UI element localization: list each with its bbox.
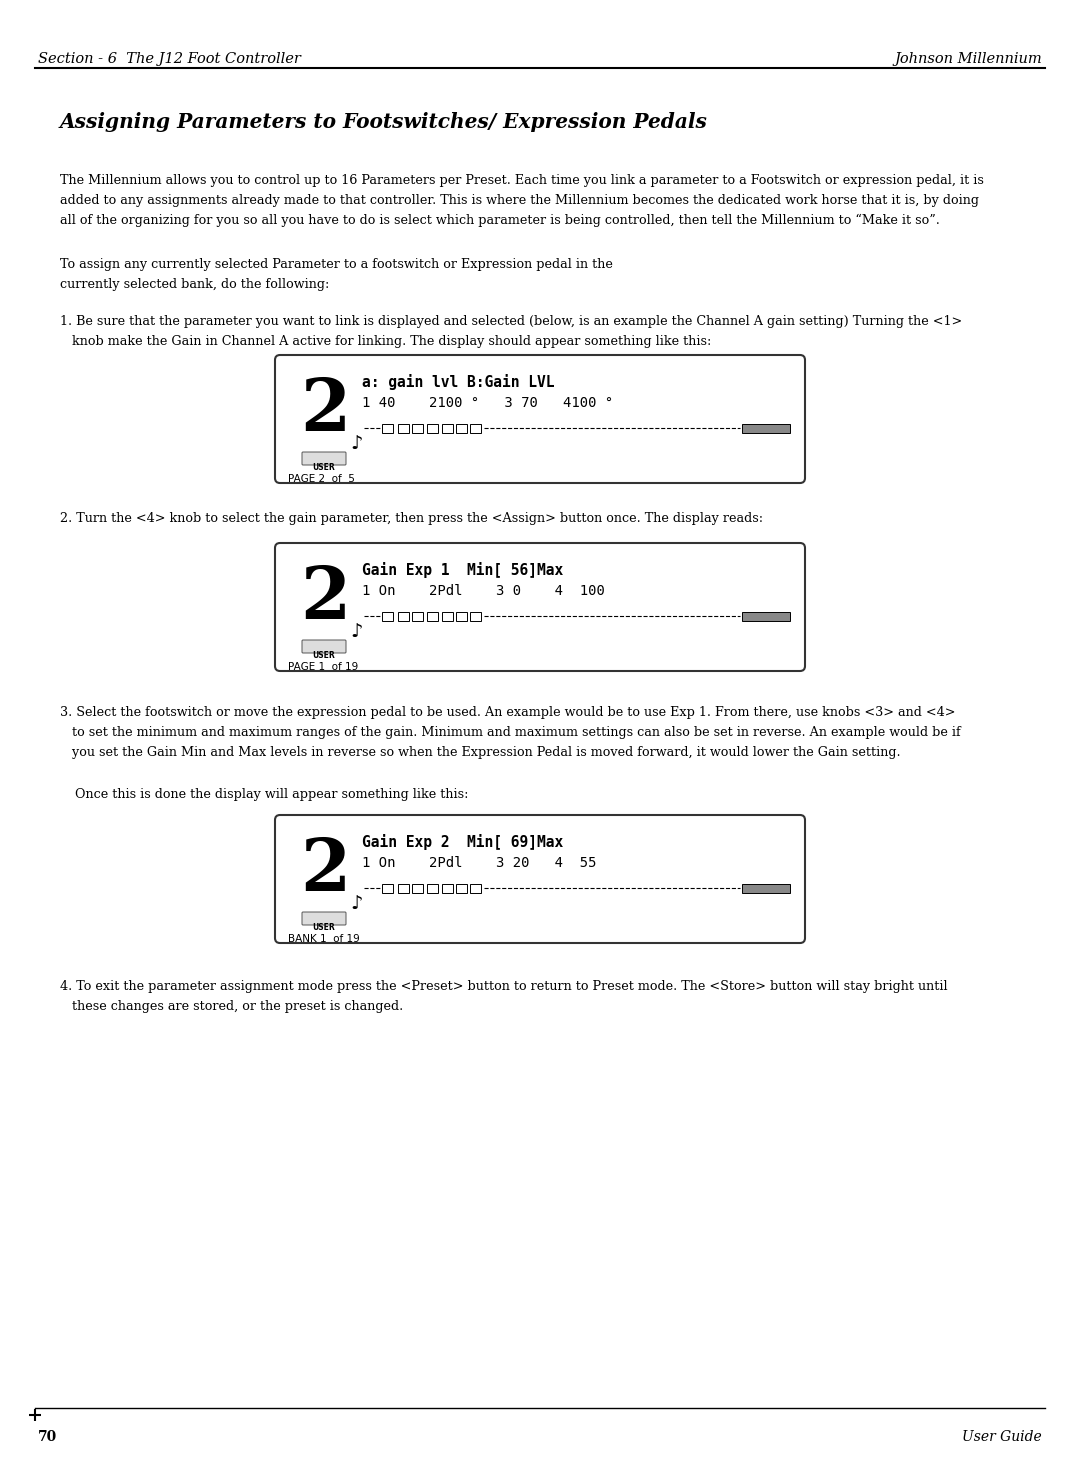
Bar bbox=[442, 612, 453, 621]
FancyBboxPatch shape bbox=[275, 355, 805, 484]
Text: 1 40    2100 °   3 70   4100 °: 1 40 2100 ° 3 70 4100 ° bbox=[362, 396, 613, 411]
Bar bbox=[399, 424, 409, 432]
Text: Once this is done the display will appear something like this:: Once this is done the display will appea… bbox=[75, 787, 469, 801]
Bar bbox=[382, 612, 393, 621]
Text: all of the organizing for you so all you have to do is select which parameter is: all of the organizing for you so all you… bbox=[60, 213, 940, 228]
FancyBboxPatch shape bbox=[302, 640, 346, 653]
Bar bbox=[742, 424, 789, 432]
Text: knob make the Gain in Channel A active for linking. The display should appear so: knob make the Gain in Channel A active f… bbox=[60, 335, 712, 348]
Bar bbox=[411, 612, 423, 621]
Text: 1 On    2Pdl    3 0    4  100: 1 On 2Pdl 3 0 4 100 bbox=[362, 584, 605, 598]
Text: 70: 70 bbox=[38, 1430, 57, 1443]
Bar bbox=[742, 884, 789, 893]
Text: To assign any currently selected Parameter to a footswitch or Expression pedal i: To assign any currently selected Paramet… bbox=[60, 259, 612, 270]
Bar bbox=[399, 884, 409, 893]
Text: Gain Exp 1  Min[ 56]Max: Gain Exp 1 Min[ 56]Max bbox=[362, 562, 564, 579]
Text: added to any assignments already made to that controller. This is where the Mill: added to any assignments already made to… bbox=[60, 194, 978, 207]
Text: 2: 2 bbox=[300, 836, 350, 906]
Text: 1 On    2Pdl    3 20   4  55: 1 On 2Pdl 3 20 4 55 bbox=[362, 856, 596, 869]
Text: ♪: ♪ bbox=[350, 894, 363, 913]
FancyBboxPatch shape bbox=[302, 451, 346, 465]
Text: PAGE 2  of  5: PAGE 2 of 5 bbox=[288, 473, 355, 484]
Bar bbox=[411, 424, 423, 432]
Bar bbox=[456, 884, 467, 893]
Bar bbox=[470, 884, 481, 893]
Text: Johnson Millennium: Johnson Millennium bbox=[894, 53, 1042, 66]
Text: User Guide: User Guide bbox=[962, 1430, 1042, 1443]
Text: to set the minimum and maximum ranges of the gain. Minimum and maximum settings : to set the minimum and maximum ranges of… bbox=[60, 726, 961, 739]
Text: The Millennium allows you to control up to 16 Parameters per Preset. Each time y: The Millennium allows you to control up … bbox=[60, 174, 984, 187]
FancyBboxPatch shape bbox=[275, 815, 805, 942]
Bar bbox=[427, 884, 438, 893]
Bar bbox=[470, 612, 481, 621]
Text: PAGE 1  of 19: PAGE 1 of 19 bbox=[288, 662, 359, 672]
Bar bbox=[427, 424, 438, 432]
Text: you set the Gain Min and Max levels in reverse so when the Expression Pedal is m: you set the Gain Min and Max levels in r… bbox=[60, 747, 901, 760]
Text: currently selected bank, do the following:: currently selected bank, do the followin… bbox=[60, 278, 329, 291]
Bar bbox=[382, 424, 393, 432]
Bar bbox=[456, 612, 467, 621]
Text: USER: USER bbox=[312, 923, 336, 932]
Bar bbox=[442, 424, 453, 432]
Bar bbox=[399, 612, 409, 621]
Bar bbox=[427, 612, 438, 621]
Text: USER: USER bbox=[312, 463, 336, 472]
Bar bbox=[742, 612, 789, 621]
Bar bbox=[470, 424, 481, 432]
Text: Assigning Parameters to Footswitches/ Expression Pedals: Assigning Parameters to Footswitches/ Ex… bbox=[60, 112, 707, 131]
Text: 3. Select the footswitch or move the expression pedal to be used. An example wou: 3. Select the footswitch or move the exp… bbox=[60, 706, 956, 719]
Bar bbox=[411, 884, 423, 893]
FancyBboxPatch shape bbox=[275, 543, 805, 671]
Text: these changes are stored, or the preset is changed.: these changes are stored, or the preset … bbox=[60, 999, 403, 1012]
Bar bbox=[382, 884, 393, 893]
Text: Gain Exp 2  Min[ 69]Max: Gain Exp 2 Min[ 69]Max bbox=[362, 834, 564, 850]
Bar bbox=[456, 424, 467, 432]
Text: Section - 6  The J12 Foot Controller: Section - 6 The J12 Foot Controller bbox=[38, 53, 301, 66]
Text: 4. To exit the parameter assignment mode press the <Preset> button to return to : 4. To exit the parameter assignment mode… bbox=[60, 980, 947, 993]
Text: 2: 2 bbox=[300, 562, 350, 634]
Bar bbox=[442, 884, 453, 893]
Text: USER: USER bbox=[312, 652, 336, 660]
Text: a: gain lvl B:Gain LVL: a: gain lvl B:Gain LVL bbox=[362, 374, 554, 390]
Text: 2: 2 bbox=[300, 375, 350, 446]
Text: 1. Be sure that the parameter you want to link is displayed and selected (below,: 1. Be sure that the parameter you want t… bbox=[60, 316, 962, 329]
FancyBboxPatch shape bbox=[302, 912, 346, 925]
Text: BANK 1  of 19: BANK 1 of 19 bbox=[288, 934, 360, 944]
Text: ♪: ♪ bbox=[350, 622, 363, 641]
Text: ♪: ♪ bbox=[350, 434, 363, 453]
Text: 2. Turn the <4> knob to select the gain parameter, then press the <Assign> butto: 2. Turn the <4> knob to select the gain … bbox=[60, 511, 764, 524]
